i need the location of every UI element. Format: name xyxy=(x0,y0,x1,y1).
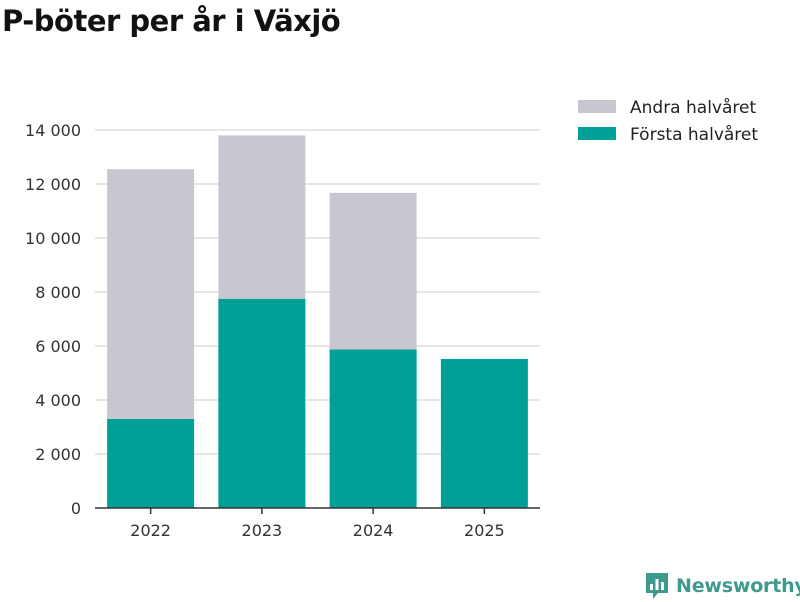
legend[interactable]: Andra halvåret Första halvåret xyxy=(578,97,758,145)
y-tick-label: 10 000 xyxy=(25,229,81,248)
x-tick-label: 2023 xyxy=(242,521,283,540)
brand-name: Newsworthy xyxy=(676,575,800,597)
bar-2024-forsta-halvaret[interactable] xyxy=(329,349,417,508)
brand-logo[interactable]: Newsworthy xyxy=(644,570,800,602)
bars xyxy=(107,135,528,508)
y-tick-label: 0 xyxy=(71,499,81,518)
y-tick-label: 2 000 xyxy=(35,445,81,464)
bar-2022-andra-halvaret[interactable] xyxy=(107,169,195,419)
x-tick-label: 2025 xyxy=(464,521,505,540)
legend-swatch[interactable] xyxy=(578,127,616,140)
legend-label[interactable]: Andra halvåret xyxy=(630,97,756,118)
bar-2022-forsta-halvaret[interactable] xyxy=(107,418,195,508)
y-axis-ticks: 0 2 000 4 000 6 000 8 000 10 000 12 000 14 000 xyxy=(25,121,81,518)
legend-label[interactable]: Första halvåret xyxy=(630,124,758,145)
y-tick-label: 4 000 xyxy=(35,391,81,410)
y-tick-label: 12 000 xyxy=(25,175,81,194)
x-axis-ticks: 2022 2023 2024 2025 xyxy=(130,508,505,540)
bar-2023-forsta-halvaret[interactable] xyxy=(218,298,306,508)
bar-2023-andra-halvaret[interactable] xyxy=(218,135,306,299)
y-tick-label: 6 000 xyxy=(35,337,81,356)
bar-2025-forsta-halvaret[interactable] xyxy=(440,358,528,508)
y-tick-label: 14 000 xyxy=(25,121,81,140)
newsworthy-logo-icon xyxy=(646,573,668,599)
y-tick-label: 8 000 xyxy=(35,283,81,302)
bar-2024-andra-halvaret[interactable] xyxy=(329,192,417,350)
x-tick-label: 2022 xyxy=(130,521,171,540)
x-tick-label: 2024 xyxy=(353,521,394,540)
chart-title: P-böter per år i Växjö xyxy=(2,4,341,38)
legend-swatch[interactable] xyxy=(578,100,616,113)
